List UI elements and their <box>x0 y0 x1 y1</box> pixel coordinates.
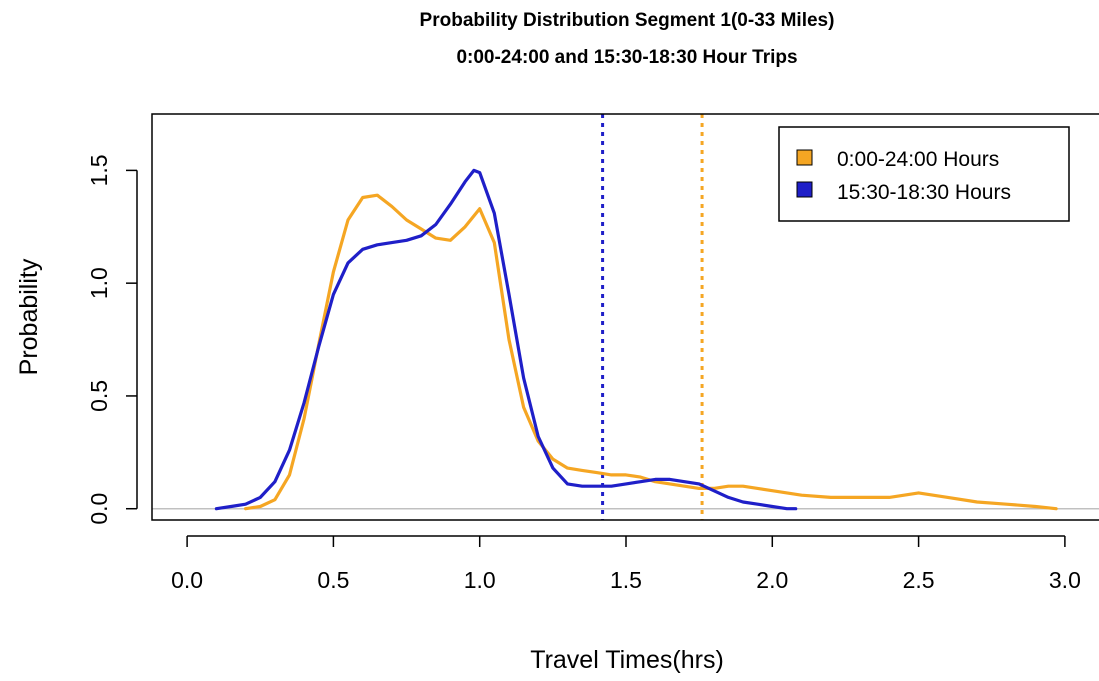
x-tick-label: 3.0 <box>1049 567 1081 593</box>
chart-title: Probability Distribution Segment 1(0-33 … <box>420 10 835 31</box>
x-tick-label: 0.0 <box>171 567 203 593</box>
x-tick-label: 0.5 <box>317 567 349 593</box>
series-line <box>214 168 798 511</box>
series-lines <box>152 168 1099 511</box>
y-tick-label: 0.5 <box>86 380 112 412</box>
legend-label: 0:00-24:00 Hours <box>837 148 999 171</box>
legend-swatch <box>796 181 813 198</box>
y-tick-label: 1.5 <box>86 154 112 186</box>
x-tick-label: 2.5 <box>903 567 935 593</box>
legend-box <box>778 126 1070 222</box>
y-tick-label: 0.0 <box>86 493 112 525</box>
x-tick-label: 1.0 <box>464 567 496 593</box>
chart-subtitle: 0:00-24:00 and 15:30-18:30 Hour Trips <box>456 47 797 68</box>
series-line <box>244 193 1058 511</box>
x-tick-label: 2.0 <box>756 567 788 593</box>
x-axis: 0.0 0.5 1.0 1.5 2.0 2.5 3.0 <box>171 535 1081 593</box>
x-axis-title: Travel Times(hrs) <box>530 646 724 674</box>
y-axis: 0.0 0.5 1.0 1.5 <box>86 154 138 525</box>
y-axis-title: Probability <box>15 258 43 375</box>
plot-frame <box>151 113 1099 521</box>
legend-label: 15:30-18:30 Hours <box>837 181 1011 204</box>
y-tick-label: 1.0 <box>86 267 112 299</box>
legend: 0:00-24:00 Hours 15:30-18:30 Hours <box>778 126 1070 222</box>
x-tick-label: 1.5 <box>610 567 642 593</box>
reference-lines <box>601 114 704 520</box>
legend-swatch <box>796 149 813 166</box>
